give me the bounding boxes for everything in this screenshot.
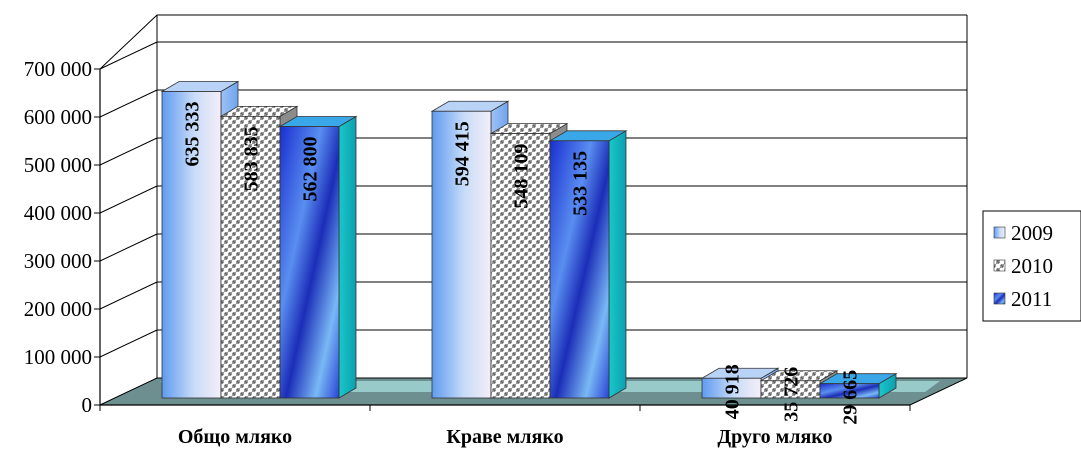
axes xyxy=(99,14,910,406)
y-tick-label: 600 000 xyxy=(24,105,92,129)
bar xyxy=(818,372,898,399)
grid-line-side xyxy=(99,41,158,70)
y-tick-label: 200 000 xyxy=(24,297,92,321)
y-tick-label: 700 000 xyxy=(24,57,92,81)
bars xyxy=(160,80,898,399)
grid-line-side xyxy=(99,185,158,214)
data-label: 635 333 xyxy=(182,102,204,167)
bar xyxy=(700,367,780,399)
legend-label: 2011 xyxy=(1011,287,1052,311)
data-label: 35 726 xyxy=(781,367,803,422)
data-labels: 635 333 583 835 562 800 594 415 548 109 533 1… xyxy=(182,102,862,425)
y-tick-label: 400 000 xyxy=(24,201,92,225)
legend-label: 2009 xyxy=(1011,221,1053,245)
grid-line-side xyxy=(99,89,158,118)
legend-swatch xyxy=(993,226,1006,239)
grid-line-side xyxy=(99,233,158,262)
data-label: 594 415 xyxy=(452,121,474,186)
y-axis-ticks: 0 100 000 200 000 300 000 400 000 500 000 600 … xyxy=(24,57,100,417)
y-tick-label: 300 000 xyxy=(24,249,92,273)
bar xyxy=(278,115,358,399)
grid-line-side xyxy=(99,329,158,358)
x-category-label: Общо мляко xyxy=(178,426,292,448)
grid-line-side xyxy=(99,281,158,310)
grid-line-side xyxy=(99,137,158,166)
y-tick-label: 500 000 xyxy=(24,153,92,177)
bar xyxy=(548,130,628,399)
legend: 2009 2010 2011 xyxy=(982,210,1081,322)
data-label: 40 918 xyxy=(722,364,744,419)
legend-swatch xyxy=(993,259,1006,272)
y-tick-label: 100 000 xyxy=(24,345,92,369)
legend-label: 2010 xyxy=(1011,254,1053,278)
data-label: 533 135 xyxy=(570,151,592,216)
data-label: 548 109 xyxy=(511,144,533,209)
y-tick-label: 0 xyxy=(82,393,93,417)
x-category-label: Друго мляко xyxy=(717,426,832,448)
x-category-label: Краве мляко xyxy=(446,426,563,448)
data-label: 29 665 xyxy=(840,370,862,425)
data-label: 583 835 xyxy=(241,126,263,191)
data-label: 562 800 xyxy=(300,137,322,202)
x-axis-categories: Общо мляко Краве мляко Друго мляко xyxy=(99,405,911,448)
legend-swatch xyxy=(993,292,1006,305)
